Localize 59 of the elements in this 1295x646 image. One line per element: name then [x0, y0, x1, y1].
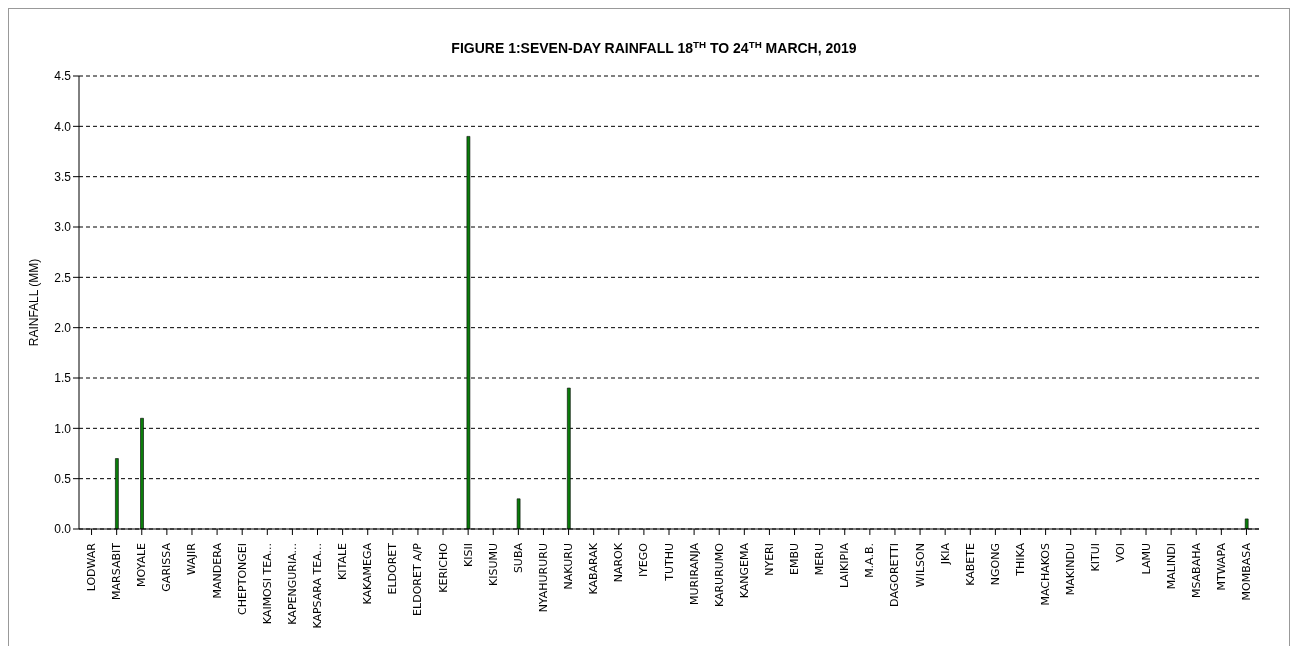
- x-tick-label: KABARAK: [587, 542, 601, 595]
- x-tick-label: LAMU: [1139, 543, 1153, 575]
- x-tick-label: ELDORET: [386, 542, 400, 595]
- x-tick-label: SUBA: [511, 542, 525, 574]
- x-tick-label: GARISSA: [160, 542, 174, 592]
- x-tick-label: KISUMU: [486, 543, 500, 587]
- y-tick-label: 2.5: [54, 270, 72, 285]
- x-tick-label: NYAHURURU: [536, 543, 550, 613]
- x-tick-label: MOMBASA: [1239, 542, 1253, 601]
- x-tick-label: KARURUMO: [712, 542, 726, 608]
- x-tick-label: KAIMOSI TEA...: [260, 543, 274, 625]
- y-tick-label: 4.0: [54, 119, 72, 134]
- x-tick-label: DAGORETTI: [888, 543, 902, 607]
- y-tick-label: 3.0: [54, 220, 72, 235]
- x-tick-label: WAJIR: [185, 542, 199, 575]
- x-tick-label: LAIKIPIA: [838, 542, 852, 589]
- y-tick-label: 0.5: [54, 471, 72, 486]
- x-tick-label: LODWAR: [85, 542, 99, 592]
- x-tick-label: NYERI: [762, 543, 776, 576]
- x-tick-label: KAKAMEGA: [361, 542, 375, 605]
- x-tick-label: MACHAKOS: [1039, 542, 1053, 606]
- x-tick-label: KERICHO: [436, 542, 450, 593]
- y-tick-label: 3.5: [54, 169, 72, 184]
- x-tick-label: THIKA: [1013, 542, 1027, 577]
- x-tick-label: NAKURU: [562, 543, 576, 590]
- x-tick-label: KITALE: [336, 542, 350, 580]
- x-tick-label: WILSON: [913, 543, 927, 588]
- x-tick-label: JKIA: [938, 542, 952, 566]
- x-tick-label: MOYALE: [135, 542, 149, 588]
- x-tick-label: TUTHU: [662, 543, 676, 582]
- x-tick-label: ELDORET A/P: [411, 542, 425, 616]
- x-tick-label: EMBU: [788, 543, 802, 576]
- x-tick-label: IYEGO: [637, 542, 651, 578]
- x-tick-label: MURIRANJA: [687, 542, 701, 605]
- x-tick-label: KISII: [461, 543, 475, 567]
- x-tick-label: VOI: [1114, 543, 1128, 563]
- y-tick-label: 1.5: [54, 371, 72, 386]
- x-tick-label: MAKINDU: [1064, 543, 1078, 596]
- y-tick-label: 0.0: [54, 522, 72, 537]
- y-tick-label: 2.0: [54, 320, 72, 335]
- x-tick-label: MALINDI: [1164, 543, 1178, 590]
- chart-title: FIGURE 1:SEVEN-DAY RAINFALL 18$^{TH}$ TO 24$^{TH}$ MARCH, 2019: [451, 38, 857, 56]
- x-tick-label: NAROK: [612, 542, 626, 583]
- y-tick-label: 4.5: [54, 69, 72, 84]
- x-tick-label: MTWAPA: [1214, 542, 1228, 591]
- y-axis-title: RAINFALL (MM): [27, 258, 42, 347]
- x-tick-label: KABETE: [963, 542, 977, 586]
- x-tick-label: CHEPTONGEI: [235, 543, 249, 615]
- x-tick-label: MARSABIT: [110, 542, 124, 600]
- x-tick-label: KITUI: [1089, 543, 1103, 572]
- x-tick-label: MERU: [813, 543, 827, 576]
- x-tick-label: M.A.B.: [863, 543, 877, 578]
- x-tick-label: KAPENGURIA...: [285, 543, 299, 625]
- y-tick-label: 1.0: [54, 421, 72, 436]
- x-tick-label: NGONG: [988, 543, 1002, 586]
- x-tick-label: MSABAHA: [1189, 542, 1203, 599]
- x-tick-label: KAPSARA TEA...: [311, 543, 325, 629]
- x-tick-label: KANGEMA: [737, 542, 751, 599]
- x-tick-label: MANDERA: [210, 542, 224, 599]
